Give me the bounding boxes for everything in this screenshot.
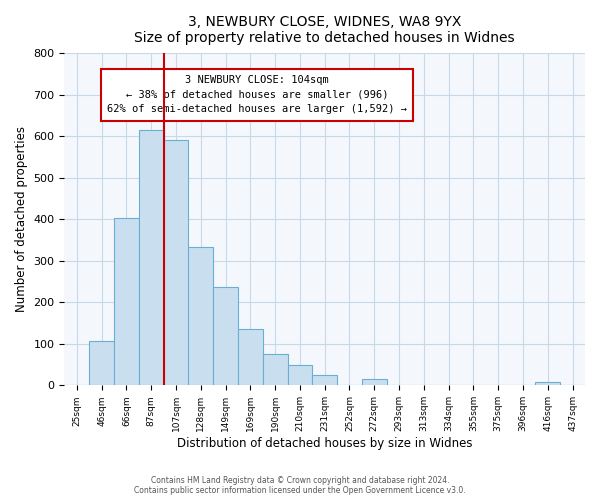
Bar bbox=[188, 247, 213, 386]
Bar bbox=[313, 375, 337, 386]
Bar bbox=[89, 342, 114, 386]
Y-axis label: Number of detached properties: Number of detached properties bbox=[15, 126, 28, 312]
Bar bbox=[263, 354, 287, 386]
Title: 3, NEWBURY CLOSE, WIDNES, WA8 9YX
Size of property relative to detached houses i: 3, NEWBURY CLOSE, WIDNES, WA8 9YX Size o… bbox=[134, 15, 515, 45]
Bar bbox=[139, 130, 164, 386]
Bar bbox=[287, 365, 313, 386]
Bar bbox=[114, 218, 139, 386]
Text: Contains HM Land Registry data © Crown copyright and database right 2024.
Contai: Contains HM Land Registry data © Crown c… bbox=[134, 476, 466, 495]
Text: 3 NEWBURY CLOSE: 104sqm
← 38% of detached houses are smaller (996)
62% of semi-d: 3 NEWBURY CLOSE: 104sqm ← 38% of detache… bbox=[107, 75, 407, 114]
Bar bbox=[362, 379, 386, 386]
Bar bbox=[535, 382, 560, 386]
Bar bbox=[164, 140, 188, 386]
X-axis label: Distribution of detached houses by size in Widnes: Distribution of detached houses by size … bbox=[177, 437, 472, 450]
Bar bbox=[213, 288, 238, 386]
Bar bbox=[238, 329, 263, 386]
